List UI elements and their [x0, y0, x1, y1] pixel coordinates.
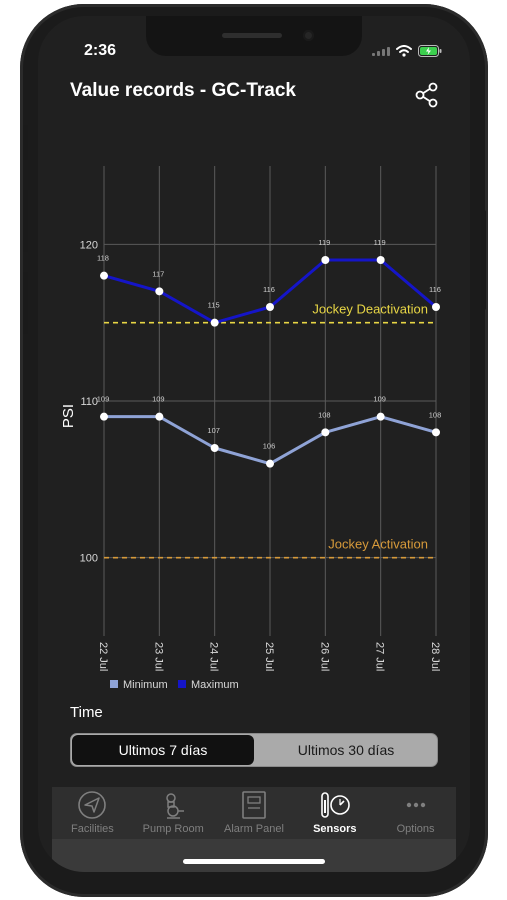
x-tick-label: 26 Jul: [318, 642, 330, 671]
tab-pump-room[interactable]: Pump Room: [133, 787, 214, 839]
data-point: [432, 303, 440, 311]
x-tick-label: 25 Jul: [263, 642, 275, 671]
range-7-days-option[interactable]: Ultimos 7 días: [72, 735, 254, 765]
tab-bar: Facilities Pump Room Alarm Panel: [52, 787, 456, 839]
data-point: [210, 444, 219, 452]
data-point: [321, 428, 330, 437]
reference-line-label: Jockey Deactivation: [312, 302, 428, 317]
data-point: [432, 428, 440, 437]
legend-label: Maximum: [191, 679, 239, 691]
tab-sensors-label: Sensors: [313, 823, 357, 835]
x-tick-label: 28 Jul: [429, 642, 441, 671]
psi-line-chart: Jockey Deactivation Jockey Activation 100…: [60, 166, 442, 691]
home-indicator[interactable]: [183, 859, 325, 864]
tab-pump-room-label: Pump Room: [142, 823, 204, 835]
battery-charging-icon: [418, 45, 442, 57]
data-point: [100, 412, 108, 421]
x-tick-label: 23 Jul: [152, 642, 164, 671]
legend-label: Minimum: [123, 679, 168, 691]
more-icon: [406, 802, 425, 808]
data-point: [376, 412, 385, 421]
data-label: 107: [207, 426, 220, 435]
y-tick-label: 100: [80, 553, 98, 565]
legend-swatch: [110, 680, 118, 688]
power-button: [481, 210, 486, 310]
tab-options[interactable]: Options: [375, 787, 456, 839]
mute-switch: [23, 125, 28, 160]
y-tick-label: 110: [80, 396, 98, 408]
data-label: 109: [152, 395, 165, 404]
data-label: 109: [97, 395, 110, 404]
wifi-icon: [396, 45, 412, 57]
time-section-label: Time: [70, 704, 103, 721]
data-point: [155, 412, 164, 421]
data-label: 119: [374, 238, 386, 247]
speaker-grille: [222, 33, 282, 38]
alarm-panel-icon: [242, 791, 266, 819]
range-30-days-option[interactable]: Ultimos 30 días: [297, 742, 395, 758]
page-title: Value records - GC-Track: [70, 80, 296, 101]
data-label: 115: [208, 301, 220, 310]
x-tick-label: 27 Jul: [374, 642, 386, 671]
data-label: 109: [373, 395, 386, 404]
data-point: [321, 256, 330, 264]
volume-up-button: [23, 190, 28, 252]
data-point: [155, 287, 164, 296]
y-axis-label: PSI: [60, 404, 77, 428]
paper-plane-icon: [78, 791, 107, 819]
time-range-selector: Ultimos 7 días Ultimos 30 días: [70, 733, 438, 767]
data-point: [266, 303, 274, 311]
tab-alarm-panel[interactable]: Alarm Panel: [214, 787, 295, 839]
data-label: 108: [429, 410, 442, 419]
data-label: 119: [318, 238, 330, 247]
data-point: [376, 256, 385, 264]
tab-sensors[interactable]: Sensors: [294, 787, 375, 839]
data-point: [100, 271, 108, 280]
tab-facilities[interactable]: Facilities: [52, 787, 133, 839]
cellular-signal-icon: [372, 46, 390, 56]
app-screen: 2:36 Value records - GC-Track Jockey Dea…: [38, 16, 470, 872]
home-indicator-area: [52, 839, 456, 872]
data-point: [210, 318, 219, 327]
tab-alarm-panel-label: Alarm Panel: [224, 823, 284, 835]
tab-options-label: Options: [396, 823, 435, 835]
x-tick-label: 24 Jul: [208, 642, 220, 671]
data-label: 118: [97, 254, 109, 263]
data-label: 116: [429, 285, 441, 294]
data-label: 116: [263, 285, 275, 294]
data-label: 106: [263, 442, 276, 451]
y-tick-label: 120: [80, 239, 98, 251]
tab-facilities-label: Facilities: [71, 823, 114, 835]
x-tick-label: 22 Jul: [97, 642, 109, 671]
status-time: 2:36: [84, 42, 117, 59]
front-camera: [303, 30, 314, 41]
pump-icon: [166, 793, 185, 819]
data-label: 108: [318, 410, 331, 419]
status-icons: [372, 45, 442, 57]
data-label: 117: [152, 269, 164, 278]
data-point: [266, 459, 274, 468]
gauge-icon: [320, 792, 350, 818]
reference-line-label: Jockey Activation: [328, 537, 428, 552]
legend-swatch: [178, 680, 186, 688]
volume-down-button: [23, 272, 28, 334]
share-icon[interactable]: [414, 82, 440, 108]
